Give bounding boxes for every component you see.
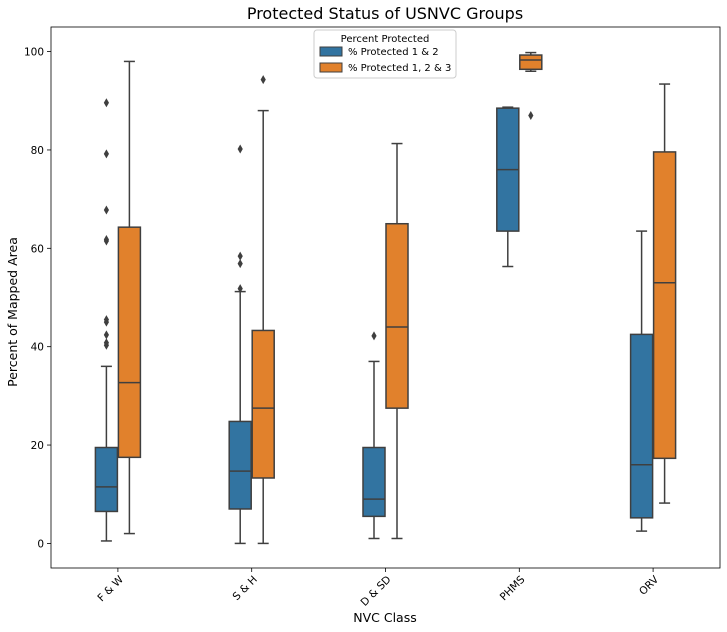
outlier-point — [237, 144, 243, 154]
box-0-4 — [629, 230, 654, 532]
box-1-3 — [519, 51, 543, 121]
y-tick-label: 100 — [24, 47, 44, 59]
outlier-point — [103, 330, 109, 340]
box-iqr — [117, 226, 142, 459]
box-iqr — [228, 420, 252, 510]
box-0-2 — [362, 331, 386, 540]
chart-title: Protected Status of USNVC Groups — [247, 4, 523, 23]
outlier-point — [237, 259, 243, 269]
box-iqr — [519, 54, 543, 71]
box-iqr — [251, 329, 275, 479]
box-1-1 — [251, 75, 275, 545]
box-iqr — [94, 446, 119, 513]
outlier-point — [528, 111, 534, 121]
legend: Percent Protected % Protected 1 & 2 % Pr… — [313, 29, 457, 79]
x-axis-label: NVC Class — [353, 610, 417, 625]
box-iqr — [385, 222, 409, 409]
box-1-2 — [385, 142, 409, 540]
x-tick-label: S & H — [231, 574, 260, 603]
box-0-1 — [228, 144, 252, 545]
legend-label-protected-1-2: % Protected 1 & 2 — [348, 47, 439, 58]
outlier-point — [103, 149, 109, 159]
outlier-point — [103, 338, 109, 348]
box-0-3 — [496, 106, 520, 268]
x-tick-label: D & SD — [358, 574, 393, 609]
y-tick-label: 20 — [31, 440, 44, 452]
outlier-point — [103, 234, 109, 244]
box-iqr — [629, 333, 654, 519]
outlier-point — [237, 251, 243, 261]
box-1-0 — [117, 60, 142, 535]
outlier-point — [371, 331, 377, 341]
y-tick-label: 40 — [31, 342, 44, 354]
plot-area — [50, 26, 721, 569]
box-1-4 — [652, 83, 677, 504]
y-axis: 0 20 40 60 80 100 — [24, 47, 51, 550]
x-axis: F & W S & H D & SD PHMS ORV — [95, 568, 662, 609]
box-iqr — [652, 151, 677, 460]
legend-label-protected-1-2-3: % Protected 1, 2 & 3 — [348, 63, 451, 74]
x-tick-label: PHMS — [498, 573, 528, 603]
outlier-point — [103, 315, 109, 325]
outlier-point — [103, 205, 109, 215]
legend-title: Percent Protected — [341, 34, 430, 45]
y-tick-label: 0 — [37, 538, 44, 550]
box-0-0 — [94, 98, 119, 542]
outlier-point — [237, 284, 243, 294]
x-tick-label: F & W — [95, 573, 126, 604]
legend-swatch-protected-1-2-3 — [319, 62, 343, 73]
outlier-point — [260, 75, 266, 85]
legend-frame — [313, 29, 457, 79]
x-tick-label: ORV — [637, 573, 662, 598]
outlier-point — [103, 98, 109, 108]
y-axis-label: Percent of Mapped Area — [5, 237, 20, 387]
box-iqr — [362, 446, 386, 518]
legend-swatch-protected-1-2 — [319, 46, 343, 57]
y-tick-label: 80 — [31, 145, 44, 157]
y-tick-label: 60 — [31, 243, 44, 255]
